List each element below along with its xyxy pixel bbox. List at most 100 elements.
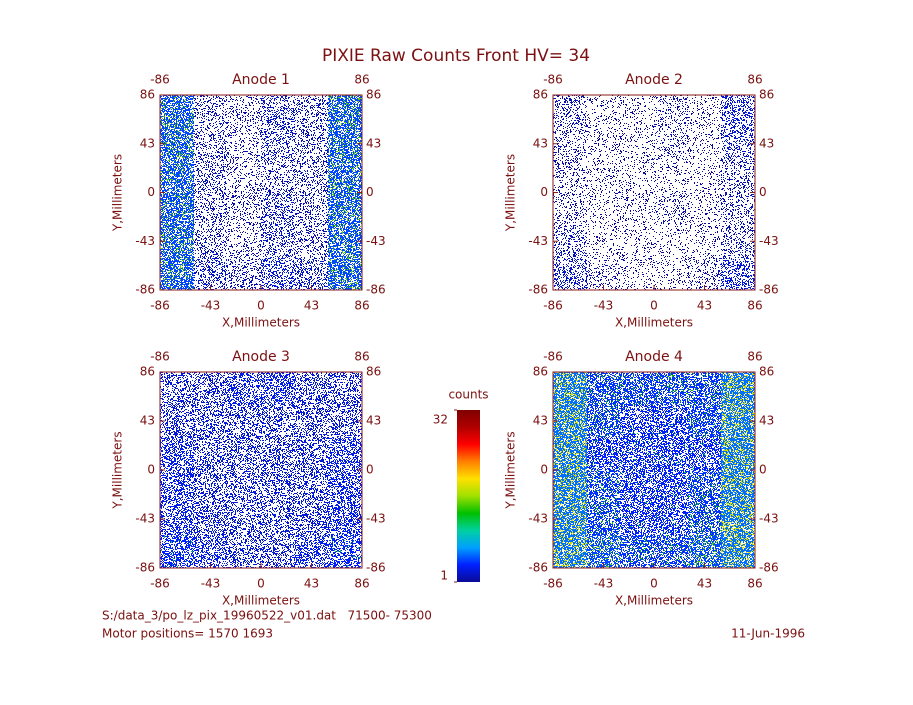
- heatmap-cell-hotspots: [654, 372, 688, 405]
- heatmap-cell: [227, 437, 261, 470]
- heatmap-cell: [227, 258, 261, 290]
- x-tick-label: 86: [354, 299, 369, 313]
- y-tick-label: -43: [528, 234, 548, 248]
- y2-tick-label: 43: [366, 414, 381, 428]
- heatmap-cell-hotspots: [721, 372, 755, 405]
- x-tick-label: -43: [594, 577, 614, 591]
- footer-file: S:/data_3/po_lz_pix_19960522_v01.dat 715…: [102, 609, 432, 623]
- heatmap-cell-hotspots: [328, 128, 362, 160]
- colorbar-label: counts: [448, 388, 488, 402]
- y-tick-label: -43: [135, 512, 155, 526]
- y-tick-label: 86: [533, 365, 548, 379]
- heatmap-cell: [194, 470, 227, 503]
- colorbar-tick-label: 1: [440, 569, 448, 583]
- heatmap-cell: [295, 95, 328, 128]
- heatmap-cell: [620, 372, 654, 405]
- heatmap-cell: [553, 437, 587, 470]
- y-axis-label: Y,Millimeters: [111, 154, 125, 232]
- heatmap-cell: [261, 405, 295, 437]
- heatmap-cell: [721, 160, 755, 193]
- heatmap-cell: [587, 160, 620, 193]
- heatmap-cell: [654, 225, 688, 258]
- heatmap-cell: [587, 225, 620, 258]
- heatmap-cell: [160, 258, 194, 290]
- x-tick-label: 86: [747, 299, 762, 313]
- heatmap-cell: [295, 225, 328, 258]
- x-tick-label: 86: [354, 577, 369, 591]
- heatmap-cell: [328, 193, 362, 225]
- y2-tick-label: -86: [759, 561, 779, 575]
- x-axis-label: X,Millimeters: [222, 316, 300, 330]
- footer-date: 11-Jun-1996: [731, 627, 805, 641]
- heatmap-cell: [620, 160, 654, 193]
- heatmap-cell-hotspots: [657, 405, 688, 437]
- heatmap-cell: [587, 258, 620, 290]
- heatmap-cell-hotspots: [620, 405, 653, 437]
- heatmap-cell: [721, 437, 755, 470]
- y-tick-label: 0: [147, 185, 155, 199]
- x-tick-label: 43: [304, 299, 319, 313]
- heatmap-cell: [295, 535, 328, 568]
- y2-tick-label: -86: [759, 283, 779, 297]
- heatmap-cell: [295, 503, 328, 535]
- heatmap-cell: [160, 160, 194, 193]
- heatmap-cell: [328, 258, 362, 290]
- heatmap-cell: [553, 470, 587, 503]
- heatmap-cell: [654, 258, 688, 290]
- y2-tick-label: 0: [366, 463, 374, 477]
- heatmap-cell: [328, 225, 362, 258]
- heatmap-cell: [688, 258, 721, 290]
- heatmap-cell-hotspots: [160, 193, 194, 225]
- x-tick-label: -43: [201, 299, 221, 313]
- heatmap-cell: [160, 95, 194, 128]
- heatmap-cell: [553, 160, 587, 193]
- panel-title: Anode 4: [625, 349, 683, 365]
- heatmap-cell: [194, 160, 227, 193]
- heatmap-cell: [620, 193, 654, 225]
- y2-tick-label: 86: [366, 365, 381, 379]
- heatmap-cell: [227, 470, 261, 503]
- panel-title: Anode 3: [232, 349, 290, 365]
- heatmap-cell-hotspots: [721, 437, 755, 470]
- heatmap-cell: [721, 128, 755, 160]
- heatmap-cell: [227, 372, 261, 405]
- heatmap-cell-hotspots: [688, 373, 721, 405]
- heatmap-cell: [620, 535, 654, 568]
- heatmap-cell: [553, 535, 587, 568]
- y-tick-label: 43: [140, 136, 155, 150]
- x-tick-label: -86: [543, 577, 563, 591]
- heatmap-cell-hotspots: [721, 405, 755, 437]
- y-tick-label: 43: [140, 414, 155, 428]
- heatmap-cell: [295, 128, 328, 160]
- heatmap-cell-hotspots: [553, 437, 587, 470]
- y2-tick-label: -43: [759, 512, 779, 526]
- heatmap-cell: [654, 503, 688, 535]
- y-tick-label: -86: [528, 283, 548, 297]
- x2-tick-label: 86: [747, 73, 762, 87]
- heatmap-cell: [553, 95, 587, 128]
- heatmap-cell-hotspots: [328, 225, 362, 258]
- heatmap-cell: [654, 437, 688, 470]
- heatmap-cell: [654, 470, 688, 503]
- heatmap-cell: [295, 258, 328, 290]
- x-tick-label: -86: [543, 299, 563, 313]
- y-tick-label: 0: [147, 463, 155, 477]
- heatmap-cell: [587, 503, 620, 535]
- heatmap-cell: [721, 258, 755, 290]
- heatmap-cell: [160, 372, 194, 405]
- heatmap-cell-hotspots: [160, 258, 194, 290]
- heatmap-cell: [328, 405, 362, 437]
- heatmap-cell: [654, 405, 688, 437]
- heatmap-cell-hotspots: [654, 470, 686, 499]
- x-tick-label: -43: [594, 299, 614, 313]
- heatmap-cell-hotspots: [328, 535, 361, 568]
- heatmap-cell-hotspots: [655, 535, 688, 568]
- y-tick-label: 0: [540, 463, 548, 477]
- x-tick-label: 43: [697, 299, 712, 313]
- y2-tick-label: 43: [759, 414, 774, 428]
- heatmap-cell-hotspots: [721, 503, 755, 535]
- colorbar: [457, 410, 480, 582]
- heatmap-cell: [160, 128, 194, 160]
